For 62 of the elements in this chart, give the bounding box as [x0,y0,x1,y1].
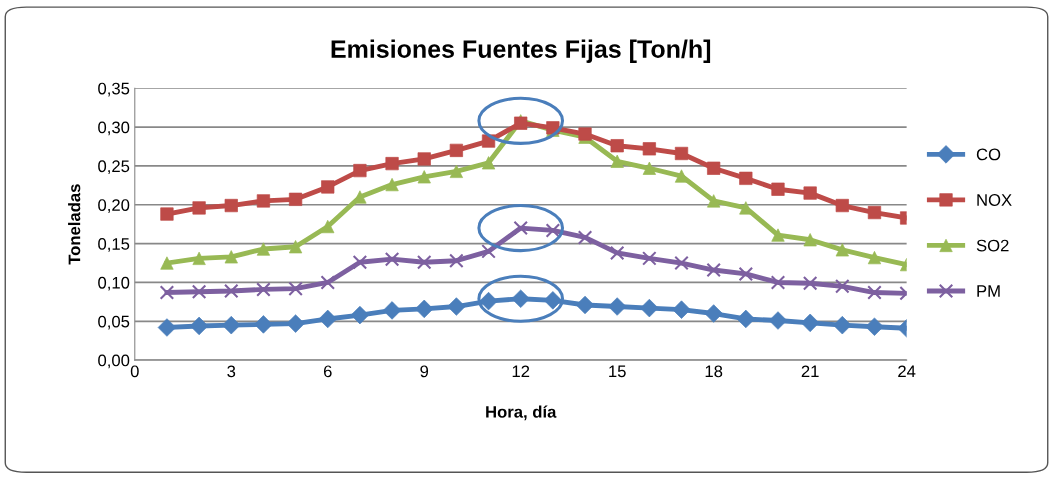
point [543,291,563,310]
y-tick-label: 0,35 [98,82,130,97]
y-tick-label: 0,30 [98,121,130,136]
point [352,254,368,270]
point [449,253,464,268]
point [159,285,175,300]
y-tick-label: 0,20 [98,199,130,213]
point [610,139,624,153]
point [739,171,753,185]
x-tick-label: 9 [420,365,429,378]
legend-label: PM [977,285,1000,297]
y-tick-label: 0,25 [98,160,130,175]
x-tick-label: 0 [130,365,139,378]
x-tick-label: 21 [801,365,819,378]
point [642,251,657,266]
y-tick-label: 0,00 [98,354,130,369]
legend-label: SO2 [976,239,1009,252]
point [513,220,528,236]
point [865,317,884,336]
x-tick-label: 18 [705,365,723,378]
point [321,180,335,194]
point [192,251,206,265]
x-tick-label: 15 [609,365,626,378]
point [674,255,689,271]
point [320,275,336,290]
y-tick-label: 0,05 [98,315,130,330]
point [545,223,561,238]
legend-label: CO [976,148,1001,161]
point [706,262,721,278]
point [481,244,496,259]
point [609,245,625,261]
point [157,318,177,337]
point [385,157,399,171]
point [610,154,624,168]
x-tick-label: 12 [512,365,530,378]
y-tick-label: 0,10 [98,276,130,291]
point [738,266,754,282]
point [835,279,850,294]
point [770,275,786,290]
y-axis-title: Toneladas [68,184,81,265]
point [867,285,882,300]
point [642,161,656,175]
point [640,298,659,318]
x-tick-label: 24 [898,365,916,378]
point [384,251,400,267]
point [385,177,399,192]
point [416,254,432,270]
x-tick-label: 6 [323,365,332,378]
point [288,281,303,296]
point [223,283,239,299]
point [191,284,207,300]
x-tick-label: 3 [227,365,236,378]
point [577,230,593,245]
point [256,282,271,297]
chart-title: Emisiones Fuentes Fijas [Ton/h] [331,39,711,63]
point [256,194,271,208]
point [479,291,498,311]
legend-label: NOX [977,194,1012,206]
point [802,275,818,291]
point [449,164,463,178]
y-tick-label: 0,15 [98,238,130,252]
x-axis-title: Hora, día [486,405,557,421]
